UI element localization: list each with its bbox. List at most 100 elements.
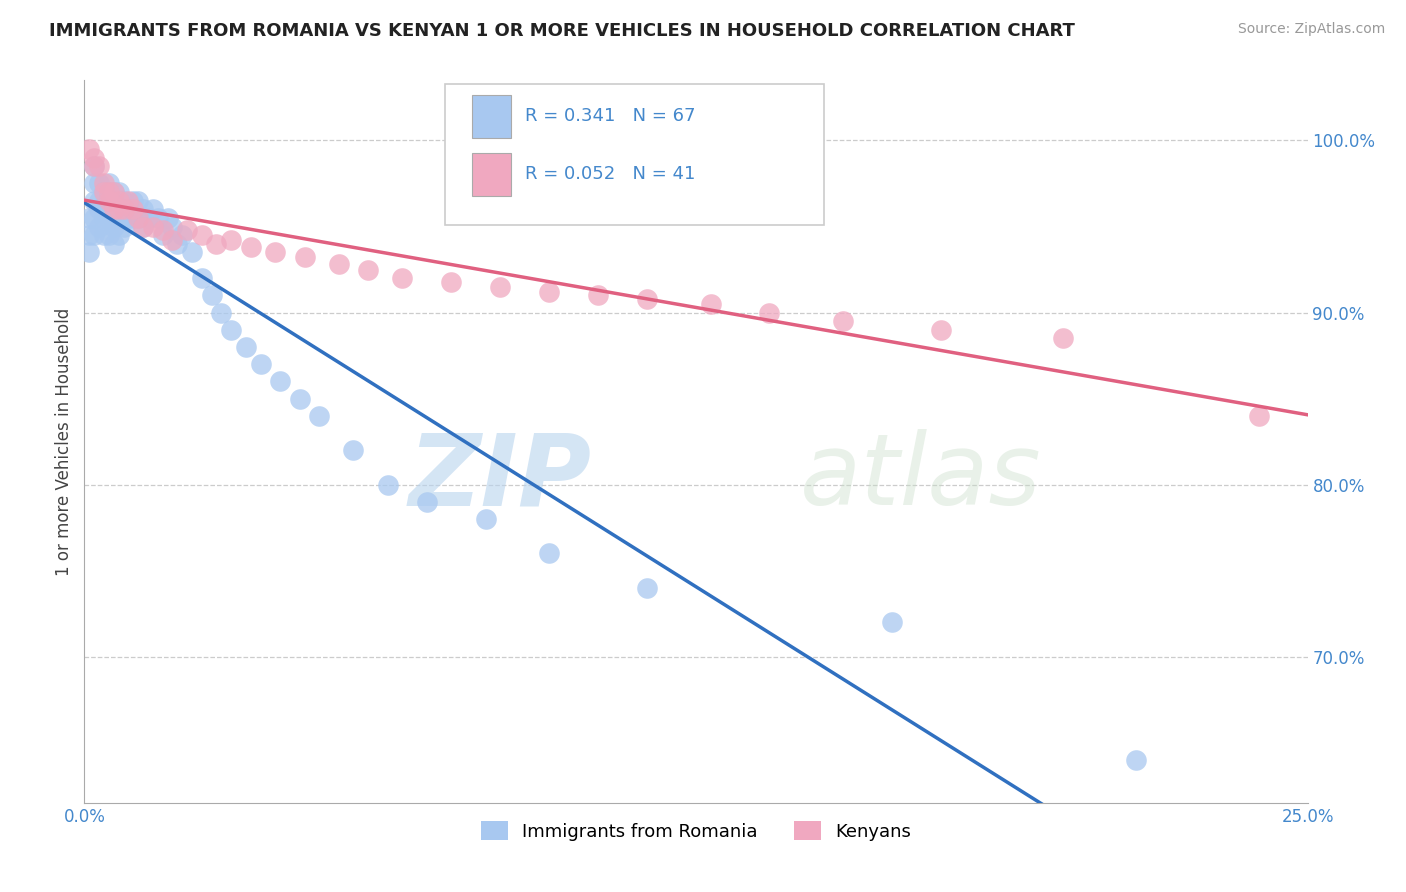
Point: [93, 185, 115, 199]
Point: [83, 177, 105, 191]
Point: [83, 211, 105, 225]
Point: [117, 194, 139, 208]
Point: [83, 159, 105, 173]
Point: [142, 202, 165, 217]
Point: [1125, 753, 1147, 767]
Point: [191, 271, 214, 285]
Point: [239, 240, 262, 254]
Point: [93, 211, 115, 225]
Point: [103, 202, 125, 217]
Point: [87, 202, 110, 217]
Point: [132, 202, 155, 217]
Point: [122, 194, 145, 208]
Point: [1052, 331, 1074, 345]
Point: [93, 177, 115, 191]
Point: [636, 581, 658, 595]
Point: [377, 477, 399, 491]
Point: [831, 314, 853, 328]
Point: [249, 357, 271, 371]
FancyBboxPatch shape: [472, 95, 512, 138]
Point: [176, 223, 198, 237]
Point: [880, 615, 903, 630]
Point: [107, 194, 129, 208]
Point: [127, 194, 149, 208]
Point: [87, 194, 110, 208]
Point: [107, 185, 129, 199]
Point: [83, 151, 105, 165]
Text: R = 0.341   N = 67: R = 0.341 N = 67: [524, 107, 695, 126]
Y-axis label: 1 or more Vehicles in Household: 1 or more Vehicles in Household: [55, 308, 73, 575]
Point: [929, 323, 952, 337]
Point: [758, 305, 780, 319]
Point: [172, 228, 194, 243]
Point: [152, 223, 174, 237]
Point: [77, 211, 100, 225]
Point: [235, 340, 257, 354]
Point: [93, 202, 115, 217]
Point: [294, 251, 316, 265]
Point: [103, 211, 125, 225]
Point: [117, 211, 139, 225]
Point: [200, 288, 222, 302]
Point: [538, 546, 561, 560]
Text: IMMIGRANTS FROM ROMANIA VS KENYAN 1 OR MORE VEHICLES IN HOUSEHOLD CORRELATION CH: IMMIGRANTS FROM ROMANIA VS KENYAN 1 OR M…: [49, 22, 1076, 40]
Text: ZIP: ZIP: [409, 429, 592, 526]
Point: [209, 305, 232, 319]
Point: [122, 211, 145, 225]
Point: [112, 219, 135, 234]
Point: [156, 211, 179, 225]
Point: [132, 219, 155, 234]
Point: [636, 292, 658, 306]
Point: [77, 245, 100, 260]
Point: [288, 392, 311, 406]
Point: [132, 219, 155, 234]
Point: [103, 236, 125, 251]
Point: [152, 228, 174, 243]
Point: [107, 202, 129, 217]
Point: [146, 211, 169, 225]
Point: [205, 236, 228, 251]
Point: [93, 185, 115, 199]
Point: [97, 228, 120, 243]
Point: [391, 271, 413, 285]
Point: [83, 228, 105, 243]
Point: [97, 211, 120, 225]
Point: [83, 159, 105, 173]
Point: [162, 233, 184, 247]
Point: [107, 228, 129, 243]
Point: [219, 323, 242, 337]
Legend: Immigrants from Romania, Kenyans: Immigrants from Romania, Kenyans: [474, 814, 918, 848]
Point: [97, 177, 120, 191]
Point: [538, 285, 561, 299]
Point: [308, 409, 330, 423]
Point: [112, 202, 135, 217]
Point: [103, 219, 125, 234]
Point: [586, 288, 609, 302]
Point: [127, 211, 149, 225]
Point: [97, 185, 120, 199]
Point: [103, 185, 125, 199]
Point: [219, 233, 242, 247]
Point: [97, 202, 120, 217]
Point: [489, 279, 512, 293]
Point: [77, 142, 100, 156]
Point: [136, 211, 159, 225]
Point: [357, 262, 380, 277]
Point: [122, 202, 145, 217]
Point: [77, 228, 100, 243]
Point: [269, 375, 291, 389]
Point: [127, 211, 149, 225]
Point: [112, 194, 135, 208]
Point: [97, 194, 120, 208]
Point: [87, 177, 110, 191]
Point: [264, 245, 287, 260]
Text: R = 0.052   N = 41: R = 0.052 N = 41: [524, 165, 695, 183]
Point: [112, 202, 135, 217]
Text: Source: ZipAtlas.com: Source: ZipAtlas.com: [1237, 22, 1385, 37]
Point: [699, 297, 721, 311]
Point: [166, 236, 188, 251]
Point: [87, 219, 110, 234]
Point: [191, 228, 214, 243]
FancyBboxPatch shape: [446, 84, 824, 225]
Point: [103, 194, 125, 208]
